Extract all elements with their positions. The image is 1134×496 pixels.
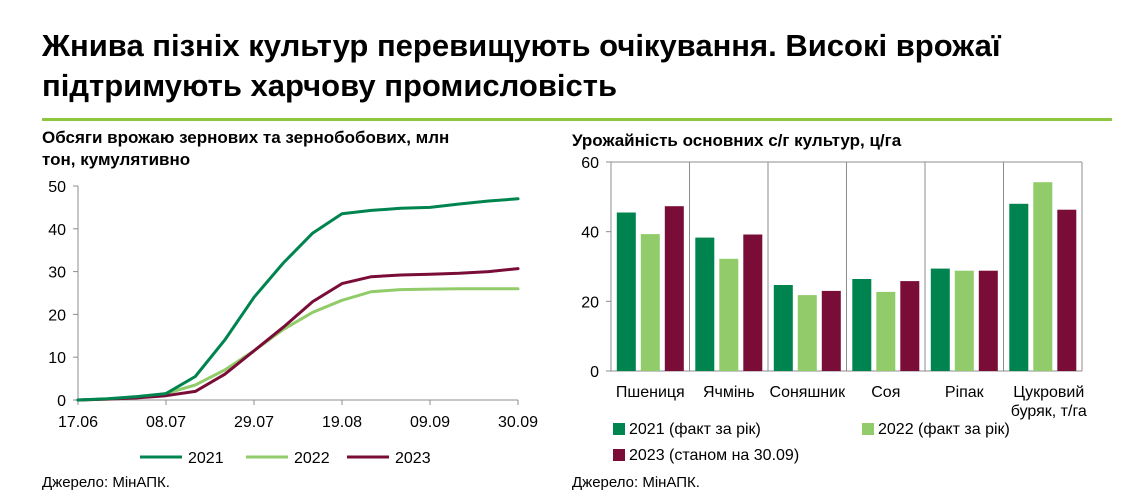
bar-chart-category-label-line: Цукровий	[1013, 384, 1084, 401]
line-chart-x-tick-label: 17.06	[58, 414, 98, 431]
bar-chart-category-label: Соняшник	[770, 384, 847, 401]
bar-chart-y-tick-label: 60	[581, 155, 599, 172]
line-chart-title: Обсяги врожаю зернових та зернобобових, …	[42, 127, 552, 171]
bar-3-6	[1057, 209, 1077, 371]
bar-chart-category-label-line: Соя	[871, 384, 900, 401]
bar-chart-category-label-line: буряк, т/га	[1011, 403, 1087, 420]
bar-3-2	[743, 234, 763, 371]
bar-1-4	[852, 279, 872, 371]
bar-chart-category-label-line: Соняшник	[770, 384, 847, 401]
bar-chart-source: Джерело: МінАПК.	[572, 474, 700, 491]
bar-chart-category-label-line: Ячмінь	[703, 384, 755, 401]
bar-chart-category-label: Ріпак	[945, 384, 985, 401]
line-chart-x-tick-label: 19.08	[322, 414, 362, 431]
bar-chart-y-tick-label: 0	[590, 364, 599, 381]
line-legend-label-2021: 2021	[188, 450, 224, 467]
line-chart-x-tick-label: 29.07	[234, 414, 274, 431]
page-title: Жнива пізніх культур перевищують очікува…	[42, 26, 1102, 106]
line-chart: 0 10 20 30 40 50 17.06 08.07 29.07 19.08 09.09 30.0…	[48, 179, 538, 467]
bar-1-5	[930, 268, 950, 371]
line-legend-label-2022: 2022	[294, 450, 330, 467]
line-chart-source: Джерело: МінАПК.	[42, 474, 170, 491]
line-chart-y-tick-label: 0	[57, 393, 66, 410]
bar-legend-label-2: 2022 (факт за рік)	[878, 421, 1010, 438]
line-chart-x-tick-label: 30.09	[498, 414, 538, 431]
bar-chart-title: Урожайність основних с/г культур, ц/га	[572, 131, 902, 150]
bar-2-2	[719, 258, 739, 371]
bar-chart-category-label-line: Пшениця	[616, 384, 685, 401]
bar-chart-y-tick-label: 20	[581, 294, 599, 311]
bar-1-3	[773, 285, 793, 371]
line-series-2023	[76, 267, 520, 402]
bar-3-5	[978, 270, 998, 371]
bar-chart-category-label: Ячмінь	[703, 384, 755, 401]
line-legend-label-2023: 2023	[395, 450, 431, 467]
line-chart-title-line-2: тон, кумулятивно	[42, 150, 191, 169]
line-chart-title-line-1: Обсяги врожаю зернових та зернобобових, …	[42, 128, 450, 147]
bar-chart-category-label: Пшениця	[616, 384, 685, 401]
bar-legend-label-3: 2023 (станом на 30.09)	[629, 447, 799, 464]
bar-1-6	[1009, 203, 1029, 371]
line-chart-y-tick-label: 20	[48, 307, 66, 324]
bar-2-1	[640, 234, 660, 371]
bar-2-3	[797, 295, 817, 371]
bar-chart-category-label: Цукровий буряк, т/га	[1011, 384, 1087, 420]
bar-3-1	[664, 206, 684, 371]
line-chart-y-tick-label: 50	[48, 179, 66, 196]
bar-chart: 0 20 40 60 Пшениця Ячмінь Соняшник Соя Ріпак Цукр…	[581, 155, 1087, 464]
bar-2-6	[1033, 182, 1053, 371]
line-series-2021	[76, 197, 520, 402]
bar-1-2	[695, 237, 715, 371]
bar-3-4	[900, 281, 920, 371]
bar-legend-label-1: 2021 (факт за рік)	[629, 421, 761, 438]
bar-1-1	[616, 212, 636, 371]
line-series-2022	[76, 287, 520, 402]
title-line-2: підтримують харчову промисловість	[42, 68, 618, 103]
bar-chart-y-tick-label: 40	[581, 225, 599, 242]
title-divider	[42, 118, 1112, 121]
line-chart-y-tick-label: 10	[48, 350, 66, 367]
bar-3-3	[821, 290, 841, 371]
line-chart-y-tick-label: 30	[48, 265, 66, 282]
bar-2-4	[876, 291, 896, 371]
bar-2-5	[954, 270, 974, 371]
line-chart-x-tick-label: 09.09	[410, 414, 450, 431]
bar-legend-swatch-2	[862, 423, 874, 435]
bar-chart-category-label: Соя	[871, 384, 900, 401]
bar-legend-swatch-3	[613, 449, 625, 461]
bar-legend-swatch-1	[613, 423, 625, 435]
line-chart-y-tick-label: 40	[48, 222, 66, 239]
line-chart-x-tick-label: 08.07	[146, 414, 186, 431]
bar-chart-category-label-line: Ріпак	[945, 384, 985, 401]
title-line-1: Жнива пізніх культур перевищують очікува…	[42, 28, 1001, 63]
